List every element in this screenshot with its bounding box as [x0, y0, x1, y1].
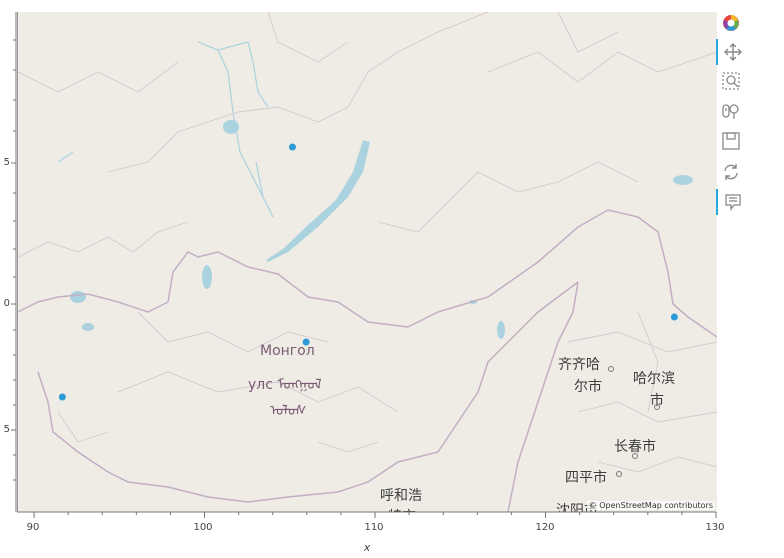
place-label-hohhot: 呼和浩 — [380, 488, 422, 504]
y-tick-label: 0 — [3, 298, 10, 309]
y-tick-label: 5 — [3, 157, 10, 168]
basemap-graphics — [18, 12, 717, 512]
place-label-mongolia-3: ᠤᠯᠤᠰ — [270, 403, 307, 419]
place-label-siping: 四平市 — [565, 470, 607, 486]
x-tick-label: 100 — [193, 522, 213, 533]
x-tick-label: 120 — [535, 522, 555, 533]
place-label-shenyang-partial: 沈阳市 — [556, 503, 598, 512]
place-label-harbin-2: 市 — [650, 393, 664, 409]
x-tick-label: 110 — [364, 522, 384, 533]
reset-tool-icon[interactable] — [716, 159, 746, 185]
scatter-point[interactable] — [58, 393, 66, 401]
scatter-point[interactable] — [670, 313, 678, 321]
save-tool-icon[interactable] — [716, 128, 746, 154]
x-tick-label: 130 — [705, 522, 725, 533]
place-label-hohhot-partial: 特市 — [388, 506, 416, 512]
place-label-mongolia-1: Монгол — [260, 343, 315, 359]
place-label-mongolia-2: улс ᠮᠣᠩᠭᠣᠯ — [248, 377, 322, 393]
x-axis — [17, 511, 717, 518]
scatter-point[interactable] — [288, 143, 296, 151]
scatter-points — [58, 143, 678, 401]
wheel-zoom-tool-icon[interactable] — [716, 98, 746, 124]
box-zoom-tool-icon[interactable] — [716, 68, 746, 94]
y-tick-label: 5 — [3, 424, 10, 435]
scatter-point[interactable] — [302, 338, 310, 346]
place-label-qiqihar-2: 尔市 — [574, 379, 602, 395]
bokeh-logo-icon[interactable] — [716, 10, 746, 36]
pan-tool-icon[interactable] — [716, 39, 748, 65]
map-attribution[interactable]: © OpenStreetMap contributors — [586, 501, 715, 510]
lake-baikal — [266, 140, 370, 262]
x-axis-title: x — [363, 541, 371, 554]
y-axis — [11, 12, 17, 512]
hover-tool-icon[interactable] — [716, 189, 748, 215]
place-label-changchun: 长春市 — [614, 439, 656, 455]
place-label-qiqihar-1: 齐齐哈 — [558, 357, 600, 373]
map-tiles[interactable]: Монгол улс ᠮᠣᠩᠭᠣᠯ ᠤᠯᠤᠰ 齐齐哈 尔市 哈尔滨 市 长春市 … — [17, 12, 717, 512]
place-label-harbin-1: 哈尔滨 — [633, 371, 675, 387]
x-tick-label: 90 — [26, 522, 40, 533]
